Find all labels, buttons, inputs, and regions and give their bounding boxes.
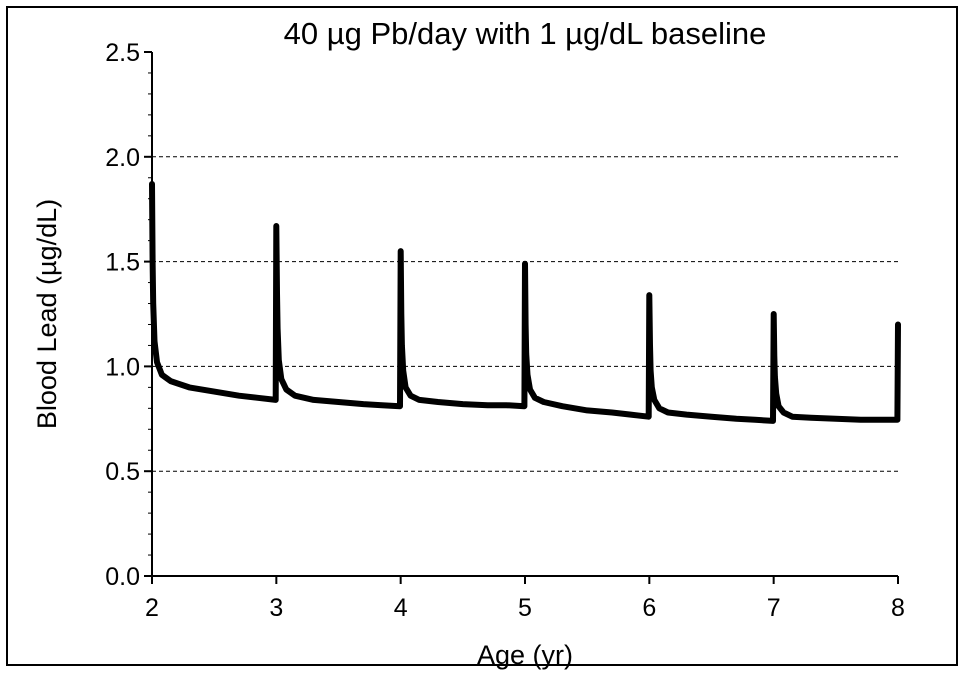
y-tick-label-1: 0.5 xyxy=(105,458,140,486)
x-tick-label-2: 4 xyxy=(394,594,408,622)
x-axis-label: Age (yr) xyxy=(477,640,573,670)
y-axis-label: Blood Lead (µg/dL) xyxy=(32,199,62,429)
x-tick-label-5: 7 xyxy=(767,594,781,622)
y-tick-label-5: 2.5 xyxy=(105,39,140,67)
y-tick-label-4: 2.0 xyxy=(105,144,140,172)
series-line xyxy=(149,181,901,424)
y-tick-label-0: 0.0 xyxy=(105,563,140,591)
y-tick-label-3: 1.5 xyxy=(105,249,140,277)
x-tick-label-1: 3 xyxy=(269,594,283,622)
x-tick-label-6: 8 xyxy=(891,594,905,622)
x-tick-label-0: 2 xyxy=(145,594,159,622)
x-axis-ticks: 2 3 4 5 6 7 8 xyxy=(145,576,905,622)
y-tick-label-2: 1.0 xyxy=(105,353,140,381)
chart-title: 40 µg Pb/day with 1 µg/dL baseline xyxy=(284,16,767,51)
x-tick-label-4: 6 xyxy=(642,594,656,622)
y-axis-ticks: 0.0 0.5 1.0 1.5 2.0 2.5 xyxy=(105,39,152,591)
x-tick-label-3: 5 xyxy=(518,594,532,622)
chart-frame xyxy=(6,6,958,666)
